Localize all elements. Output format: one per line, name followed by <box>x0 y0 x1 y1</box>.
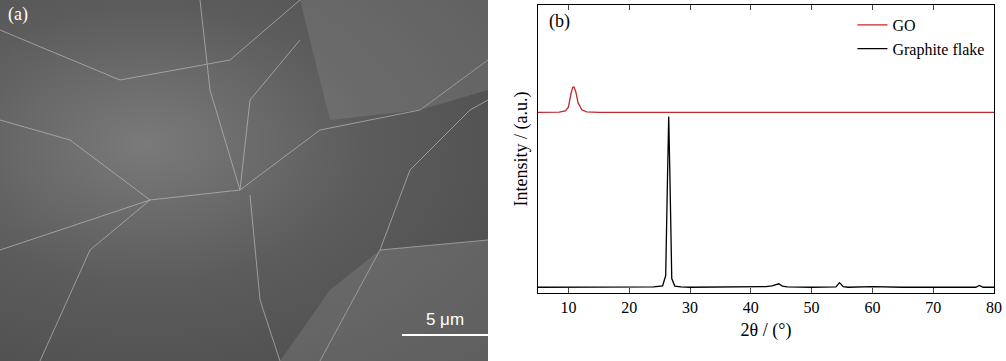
svg-text:50: 50 <box>804 299 820 316</box>
svg-text:20: 20 <box>621 299 637 316</box>
svg-text:10: 10 <box>560 299 576 316</box>
svg-text:2θ / (°): 2θ / (°) <box>741 320 792 341</box>
svg-text:Graphite flake: Graphite flake <box>892 41 984 59</box>
svg-text:80: 80 <box>986 299 1002 316</box>
svg-text:40: 40 <box>743 299 759 316</box>
svg-text:60: 60 <box>864 299 880 316</box>
svg-text:Intensity / (a.u.): Intensity / (a.u.) <box>511 92 532 207</box>
svg-text:70: 70 <box>925 299 941 316</box>
svg-text:(b): (b) <box>549 11 570 32</box>
html-text:(a): (a) <box>8 4 28 24</box>
svg-text:GO: GO <box>892 17 915 34</box>
html-text:5 μm: 5 μm <box>425 310 465 329</box>
svg-text:30: 30 <box>682 299 698 316</box>
